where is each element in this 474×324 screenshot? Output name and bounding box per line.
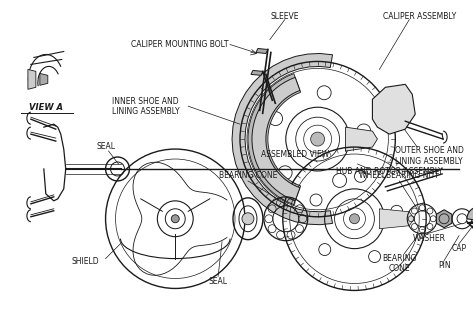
- Polygon shape: [252, 77, 300, 201]
- Text: SHIELD: SHIELD: [72, 257, 100, 266]
- Text: CALIPER MOUNTING BOLT: CALIPER MOUNTING BOLT: [131, 40, 229, 49]
- Text: CAP: CAP: [451, 244, 466, 253]
- Polygon shape: [232, 53, 333, 225]
- Polygon shape: [346, 127, 377, 151]
- Polygon shape: [40, 73, 48, 85]
- Polygon shape: [437, 210, 452, 228]
- Text: OUTER SHOE AND
LINING ASSEMBLY: OUTER SHOE AND LINING ASSEMBLY: [395, 146, 464, 166]
- Text: PIN: PIN: [438, 261, 450, 270]
- Polygon shape: [379, 209, 414, 229]
- Text: BEARING CONE: BEARING CONE: [219, 171, 277, 180]
- Polygon shape: [248, 74, 301, 204]
- Text: CALIPER ASSEMBLY: CALIPER ASSEMBLY: [383, 12, 456, 21]
- Polygon shape: [251, 70, 263, 75]
- Polygon shape: [373, 84, 415, 134]
- Circle shape: [349, 214, 359, 224]
- Text: INNER SHOE AND
LINING ASSEMBLY: INNER SHOE AND LINING ASSEMBLY: [111, 97, 179, 116]
- Text: WASHER: WASHER: [413, 234, 446, 243]
- Text: SEAL: SEAL: [209, 277, 228, 286]
- Text: SLEEVE: SLEEVE: [271, 12, 299, 21]
- Polygon shape: [256, 49, 268, 53]
- Text: VIEW A: VIEW A: [29, 103, 63, 112]
- Circle shape: [171, 215, 179, 223]
- Polygon shape: [467, 207, 474, 223]
- Text: HUB AND ROTOR ASSEMBLY: HUB AND ROTOR ASSEMBLY: [336, 168, 443, 177]
- Text: SEAL: SEAL: [96, 142, 115, 151]
- Text: WHEELBEARING NUT: WHEELBEARING NUT: [359, 171, 439, 180]
- Text: BEARING
CONE: BEARING CONE: [382, 254, 417, 273]
- Text: ASSEMBLED VIEW: ASSEMBLED VIEW: [261, 150, 329, 158]
- Circle shape: [310, 132, 325, 146]
- Polygon shape: [28, 69, 36, 89]
- Circle shape: [242, 213, 254, 225]
